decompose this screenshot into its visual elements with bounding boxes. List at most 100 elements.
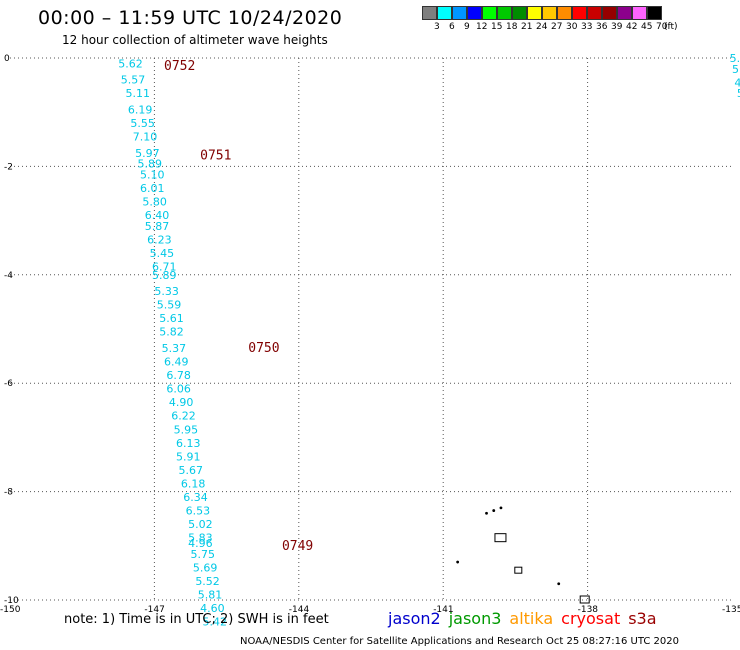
swh-value-left: 5.11 <box>126 87 150 100</box>
map-title: 00:00 – 11:59 UTC 10/24/2020 <box>38 7 343 29</box>
swh-value-left: 5.10 <box>140 169 165 182</box>
legend-swatch <box>437 6 452 20</box>
legend-swatch <box>482 6 497 20</box>
swh-value-left: 5.37 <box>162 342 187 355</box>
swh-value-left: 4.60 <box>200 602 225 615</box>
color-legend-labels: 3 6 9 12 15 18 21 24 27 30 33 36 39 42 45 70 (ft) <box>422 22 740 34</box>
swh-value-left: 5.62 <box>118 57 143 70</box>
swh-value-left: 6.01 <box>140 182 165 195</box>
swh-value-left: 6.40 <box>145 209 170 222</box>
legend-label: 39 <box>611 22 623 32</box>
legend-swatch <box>542 6 557 20</box>
lon-tick-label: -147 <box>144 605 164 615</box>
lon-tick-label: -144 <box>289 605 310 615</box>
legend-label: 45 <box>641 22 653 32</box>
map-subtitle: 12 hour collection of altimeter wave hei… <box>62 33 328 47</box>
swh-value-left: 6.13 <box>176 437 201 450</box>
swh-value-left: 6.49 <box>164 356 189 369</box>
swh-value-left: 6.18 <box>181 477 206 490</box>
swh-value-left: 5.45 <box>150 247 175 260</box>
legend-label: 30 <box>566 22 578 32</box>
swh-value-left: 5.33 <box>154 285 179 298</box>
legend-swatch <box>632 6 647 20</box>
credit-line: NOAA/NESDIS Center for Satellite Applica… <box>240 636 679 647</box>
legend-unit: (ft) <box>664 22 678 32</box>
swh-value-left: 5.52 <box>195 575 220 588</box>
time-label-left: 0749 <box>282 539 313 554</box>
time-label-left: 0752 <box>164 59 195 74</box>
swh-value-left: 6.34 <box>183 491 208 504</box>
swh-value-left: 5.83 <box>188 532 213 545</box>
swh-value-left: 5.87 <box>145 220 170 233</box>
legend-label: 70 <box>656 22 668 32</box>
legend-label: 18 <box>506 22 518 32</box>
time-label-left: 0751 <box>200 149 231 164</box>
legend-swatch <box>602 6 617 20</box>
legend-label: 15 <box>491 22 503 32</box>
legend-label: 27 <box>551 22 563 32</box>
swh-value-right: 4.67 <box>734 76 740 89</box>
satellite-name: cryosat <box>561 609 621 628</box>
swh-value-left: 6.06 <box>166 383 191 396</box>
satellite-name: s3a <box>628 609 657 628</box>
swh-value-left: 6.53 <box>186 505 211 518</box>
island-outline <box>494 533 507 543</box>
swh-value-left: 5.75 <box>191 548 216 561</box>
swh-value-left: 6.23 <box>147 234 172 247</box>
swh-value-left: 4.90 <box>169 396 194 409</box>
lon-tick-label: -135 <box>722 605 740 615</box>
swh-value-left: 5.80 <box>142 196 167 209</box>
satellite-legend: jason2 jason3 altika cryosat s3a <box>388 609 665 628</box>
island-outline <box>514 566 523 574</box>
time-label-left: 0750 <box>248 341 279 356</box>
swh-value-left: 5.89 <box>138 158 163 171</box>
legend-swatch <box>497 6 512 20</box>
legend-swatch <box>647 6 662 20</box>
legend-swatch <box>557 6 572 20</box>
swh-value-left: 5.95 <box>174 423 199 436</box>
swh-value-left: 6.71 <box>152 261 177 274</box>
swh-value-right: 5.13 <box>732 63 740 76</box>
island-marker <box>499 506 503 510</box>
swh-value-left: 5.67 <box>178 464 203 477</box>
island-marker <box>492 509 496 512</box>
swh-value-left: 4.96 <box>188 537 213 550</box>
swh-value-left: 5.69 <box>193 561 218 574</box>
swh-value-left: 5.02 <box>188 518 213 531</box>
swh-value-left: 5.89 <box>152 269 177 282</box>
legend-label: 36 <box>596 22 608 32</box>
swh-value-left: 5.57 <box>121 74 146 87</box>
footer-note: note: 1) Time is in UTC; 2) SWH is in fe… <box>64 612 329 627</box>
lon-tick-label: -138 <box>578 605 599 615</box>
legend-swatch <box>467 6 482 20</box>
legend-swatch <box>422 6 437 20</box>
legend-label: 21 <box>521 22 533 32</box>
island-marker <box>456 560 460 564</box>
swh-value-left: 6.19 <box>128 103 153 116</box>
legend-swatch <box>617 6 632 20</box>
swh-value-left: 5.55 <box>130 117 155 130</box>
swh-value-left: 5.61 <box>159 312 184 325</box>
lat-tick-label: -4 <box>4 271 13 281</box>
legend-label: 42 <box>626 22 638 32</box>
legend-label: 12 <box>476 22 488 32</box>
island-marker <box>557 582 561 586</box>
lat-tick-label: 0 <box>4 54 10 64</box>
legend-label: 9 <box>464 22 470 32</box>
lat-tick-label: -8 <box>4 488 13 498</box>
swh-value-right: 5.18 <box>737 87 740 100</box>
legend-swatch <box>527 6 542 20</box>
lat-tick-label: -2 <box>4 162 13 172</box>
satellite-name: altika <box>509 609 554 628</box>
lon-tick-label: -141 <box>433 605 453 615</box>
satellite-name: jason2 <box>388 609 441 628</box>
swh-value-left: 5.91 <box>176 450 201 463</box>
lat-tick-label: -6 <box>4 379 13 389</box>
swh-value-left: 5.97 <box>135 147 160 160</box>
legend-label: 33 <box>581 22 593 32</box>
swh-value-right: 5.14 <box>730 52 740 65</box>
swh-value-left: 6.78 <box>166 369 191 382</box>
legend-swatch <box>512 6 527 20</box>
swh-value-left: 5.82 <box>159 326 184 339</box>
